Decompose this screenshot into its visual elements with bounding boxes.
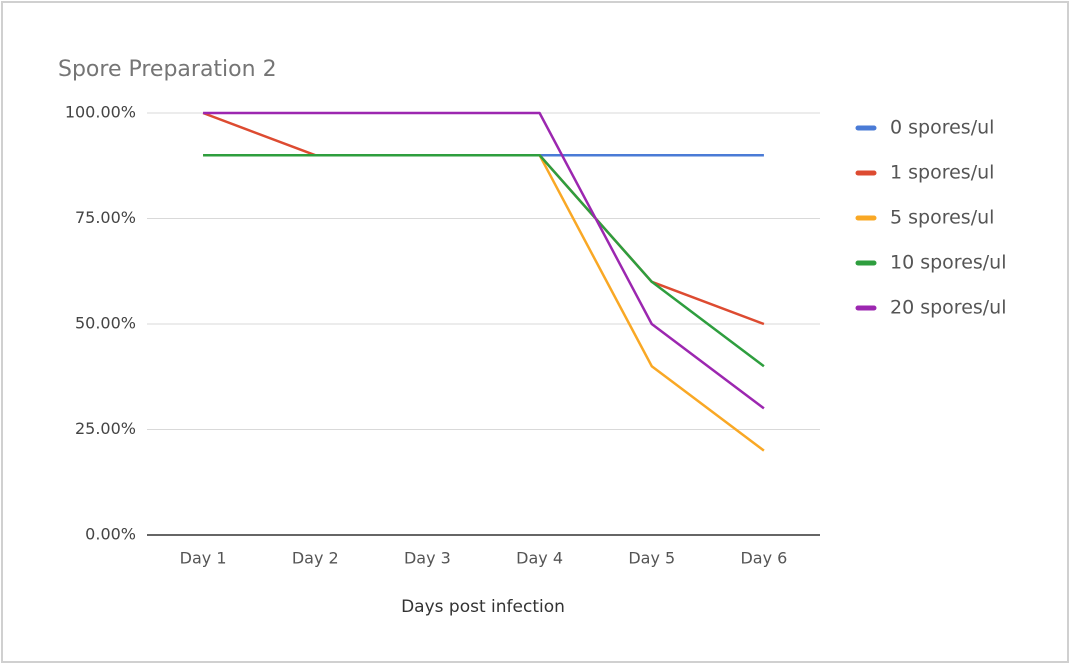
y-tick-label: 75.00%	[75, 208, 136, 227]
y-tick-label: 50.00%	[75, 314, 136, 333]
y-tick-label: 25.00%	[75, 419, 136, 438]
series-line	[203, 111, 765, 410]
legend-label: 20 spores/ul	[890, 297, 1007, 319]
x-tick-label: Day 2	[292, 549, 339, 568]
x-axis-title: Days post infection	[401, 597, 565, 617]
legend-label: 5 spores/ul	[890, 207, 994, 229]
series-line	[203, 153, 765, 368]
x-tick-label: Day 5	[628, 549, 675, 568]
legend-label: 0 spores/ul	[890, 117, 994, 139]
chart-title: Spore Preparation 2	[58, 57, 277, 82]
y-tick-label: 100.00%	[65, 103, 136, 122]
x-tick-label: Day 3	[404, 549, 451, 568]
x-tick-label: Day 4	[516, 549, 563, 568]
x-tick-label: Day 1	[180, 549, 227, 568]
legend-label: 1 spores/ul	[890, 162, 994, 184]
legend-label: 10 spores/ul	[890, 252, 1007, 274]
x-tick-label: Day 6	[740, 549, 787, 568]
y-tick-label: 0.00%	[85, 525, 136, 544]
